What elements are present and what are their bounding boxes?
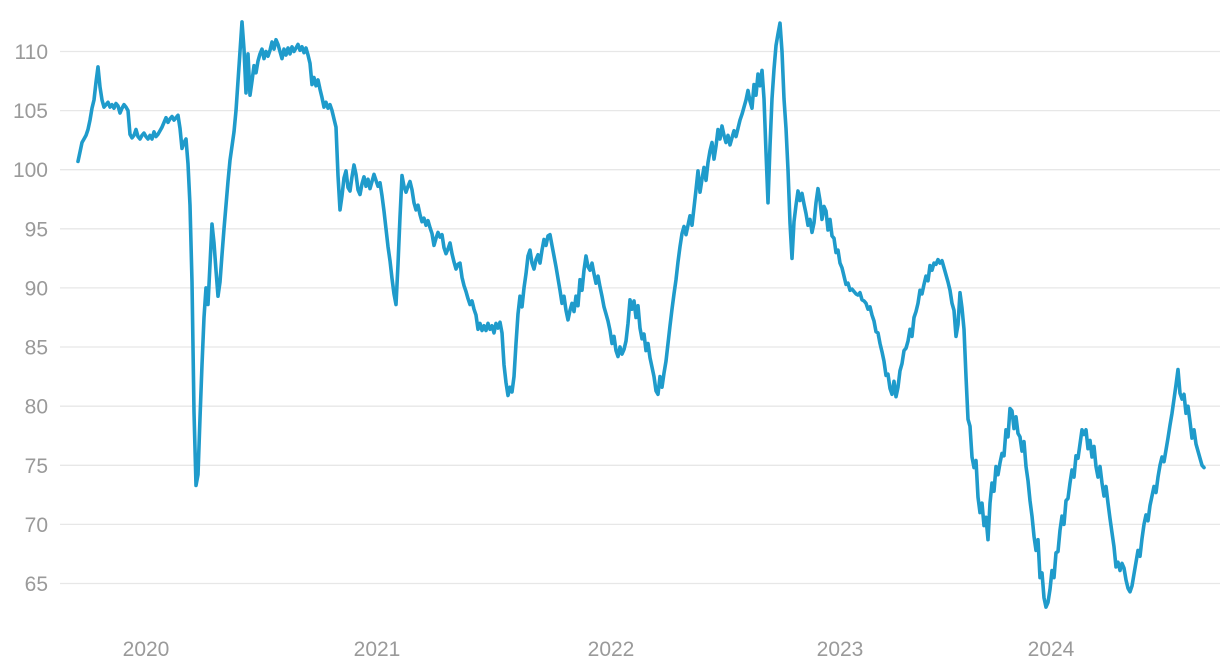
y-tick-label: 105 bbox=[13, 100, 48, 123]
y-axis-labels: 110 105 100 95 90 85 80 75 70 65 bbox=[13, 41, 48, 596]
y-tick-label: 95 bbox=[25, 218, 48, 241]
y-tick-label: 85 bbox=[25, 337, 48, 360]
y-tick-label: 75 bbox=[25, 455, 48, 478]
x-tick-label: 2021 bbox=[354, 638, 401, 661]
y-tick-label: 70 bbox=[25, 514, 48, 537]
x-tick-label: 2024 bbox=[1028, 638, 1075, 661]
y-tick-label: 80 bbox=[25, 396, 48, 419]
x-tick-label: 2022 bbox=[588, 638, 635, 661]
gridlines bbox=[60, 50, 1220, 585]
y-tick-label: 90 bbox=[25, 277, 48, 300]
y-tick-label: 100 bbox=[13, 159, 48, 182]
y-tick-label: 110 bbox=[15, 41, 48, 64]
x-tick-label: 2023 bbox=[817, 638, 864, 661]
y-tick-label: 65 bbox=[25, 573, 48, 596]
x-tick-label: 2020 bbox=[123, 638, 170, 661]
price-line-series bbox=[76, 20, 1206, 609]
x-axis-labels: 2020 2021 2022 2023 2024 bbox=[123, 638, 1075, 661]
